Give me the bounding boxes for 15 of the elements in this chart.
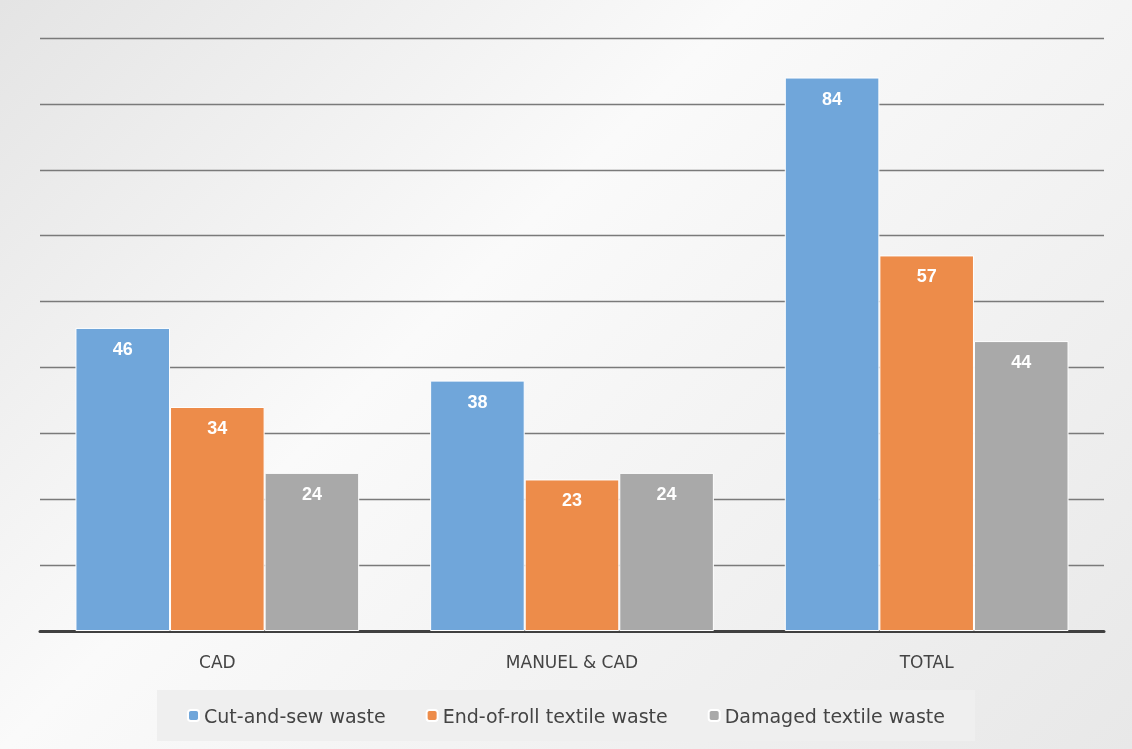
legend-label: Cut-and-sew waste (204, 704, 386, 727)
x-tick-label: CAD (199, 651, 236, 672)
x-tick-label: TOTAL (898, 651, 955, 672)
legend-label: Damaged textile waste (724, 704, 945, 727)
data-label: 24 (656, 483, 677, 504)
x-tick-label: MANUEL & CAD (505, 651, 639, 672)
data-label: 38 (467, 391, 488, 412)
data-label: 84 (822, 88, 843, 109)
data-label: 23 (561, 490, 583, 511)
data-label: 34 (207, 417, 228, 438)
legend-label: End-of-roll textile waste (442, 704, 668, 727)
data-label: 24 (301, 483, 322, 504)
data-label: 57 (916, 266, 937, 287)
data-label: 44 (1011, 352, 1032, 373)
data-label: 46 (112, 338, 133, 359)
